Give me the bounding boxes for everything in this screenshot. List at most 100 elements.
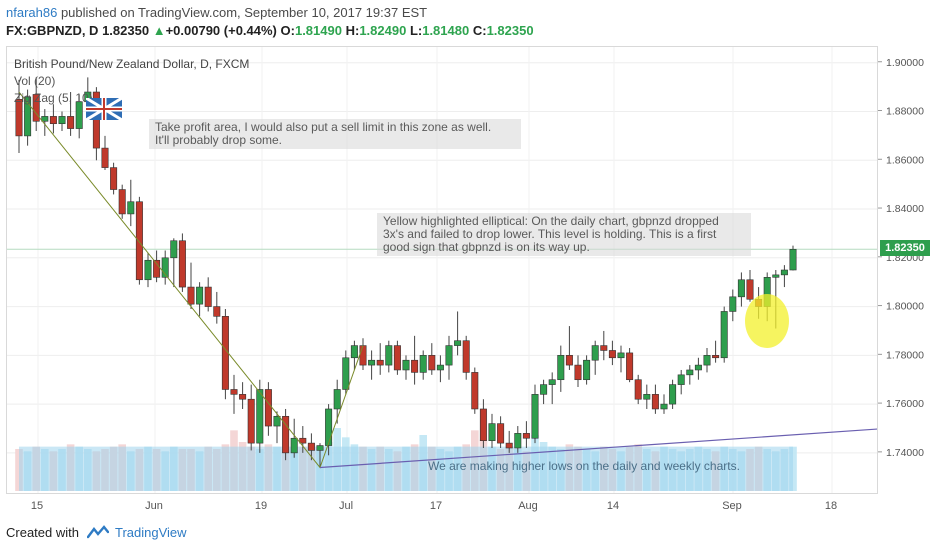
candle-up [617, 352, 625, 359]
price-tick-label: 1.76000 [886, 398, 924, 410]
candle-down [626, 352, 634, 381]
candle-up [488, 423, 496, 441]
candle-down [565, 355, 573, 366]
candle-up [75, 101, 83, 129]
candle-up [325, 408, 333, 446]
tradingview-logo-icon [86, 525, 109, 539]
open-value: 1.81490 [294, 23, 342, 38]
candle-down [247, 398, 255, 444]
chart-header: nfarah86 published on TradingView.com, S… [6, 4, 534, 40]
time-tick-label: 18 [825, 500, 837, 512]
candle-up [531, 394, 539, 439]
time-tick-label: 15 [31, 500, 43, 512]
time-tick-label: 19 [255, 500, 267, 512]
candle-down [153, 259, 161, 278]
candle-down [479, 408, 487, 441]
candle-up [591, 345, 599, 361]
candle-down [574, 364, 582, 381]
candle-up [703, 355, 711, 366]
time-axis[interactable]: 15 Jun 19 Jul 17 Aug 14 Sep 18 [6, 494, 878, 516]
candle-up [350, 345, 358, 359]
candle-down [92, 91, 100, 149]
candle-down [359, 345, 367, 366]
candle-down [187, 286, 195, 305]
candle-up [514, 433, 522, 449]
publish-text: published on TradingView.com, September … [57, 5, 428, 20]
candle-up [385, 345, 393, 366]
note-take-profit[interactable]: Take profit area, I would also put a sel… [149, 119, 521, 149]
candle-up [669, 384, 677, 405]
candle-down [101, 147, 109, 168]
candle-up [737, 279, 745, 298]
open-label: O: [280, 23, 295, 38]
candle-up [729, 296, 737, 312]
candle-down [135, 201, 143, 281]
volume-area [19, 446, 793, 491]
candle-up [540, 384, 548, 395]
candle-down [505, 442, 513, 449]
low-value: 1.81480 [422, 23, 470, 38]
candle-up [436, 364, 444, 371]
candle-up [196, 286, 204, 305]
candle-down [204, 286, 212, 307]
candle-up [694, 364, 702, 371]
candle-down [376, 359, 384, 366]
candle-up [24, 96, 32, 137]
candle-up [660, 403, 668, 410]
time-tick-label: 17 [430, 500, 442, 512]
time-tick-label: Jun [145, 500, 163, 512]
price-axis-labels: 1.900001.880001.860001.840001.820001.800… [878, 57, 924, 459]
candle-up [548, 379, 556, 385]
candle-down [307, 442, 315, 451]
change-arrow-icon: ▲ [152, 23, 166, 38]
candle-up [445, 345, 453, 366]
candle-up [720, 311, 728, 359]
candle-up [127, 201, 135, 215]
candle-down [497, 423, 505, 444]
candle-down [118, 189, 126, 215]
symbol-label: FX:GBPNZD, D [6, 23, 99, 38]
chart-pane[interactable] [6, 46, 932, 494]
note-yellow-ellipse[interactable]: Yellow highlighted elliptical: On the da… [377, 213, 751, 256]
high-value: 1.82490 [359, 23, 407, 38]
price-tick-label: 1.78000 [886, 349, 924, 361]
candle-down [178, 240, 186, 288]
created-with-text: Created with [6, 524, 79, 540]
candle-down [15, 99, 23, 137]
high-label: H: [345, 23, 360, 38]
candle-down [239, 394, 247, 400]
trend-line [319, 424, 932, 469]
candle-up [643, 394, 651, 400]
time-tick-label: 14 [607, 500, 619, 512]
tradingview-brand[interactable]: TradingView [114, 524, 187, 540]
price-axis[interactable]: 1.90000 1.88000 1.86000 1.84000 1.82000 1.800… [878, 46, 932, 494]
price-tick-label: 1.74000 [886, 447, 924, 459]
price-plot[interactable] [7, 47, 932, 493]
candle-up [273, 415, 281, 427]
legend-zigzag[interactable]: Zig Zag (5, 10) [14, 91, 93, 105]
candle-down [32, 94, 40, 122]
candle-down [110, 167, 118, 190]
candle-up [402, 359, 410, 371]
note-higher-lows[interactable]: We are making higher lows on the daily a… [428, 459, 740, 473]
low-label: L: [409, 23, 423, 38]
candle-up [789, 248, 797, 271]
candle-down [712, 355, 720, 359]
legend-volume[interactable]: Vol (20) [14, 74, 56, 88]
candle-down [299, 437, 307, 444]
candle-up [677, 374, 685, 385]
legend-title: British Pound/New Zealand Dollar, D, FXC… [14, 57, 250, 71]
candle-up [686, 369, 694, 376]
time-tick-label: Jul [339, 500, 353, 512]
publish-line: nfarah86 published on TradingView.com, S… [6, 4, 534, 22]
candle-down [746, 279, 754, 300]
candle-down [522, 433, 530, 439]
footer: Created with TradingView [6, 520, 187, 544]
last-price: 1.82350 [102, 23, 150, 38]
author-link[interactable]: nfarah86 [6, 5, 58, 20]
candle-up [170, 240, 178, 259]
time-axis-labels: 15 Jun 19 Jul 17 Aug 14 Sep 18 [31, 500, 837, 512]
candle-up [316, 445, 324, 451]
price-tick-label: 1.90000 [886, 57, 924, 69]
candle-down [471, 372, 479, 410]
